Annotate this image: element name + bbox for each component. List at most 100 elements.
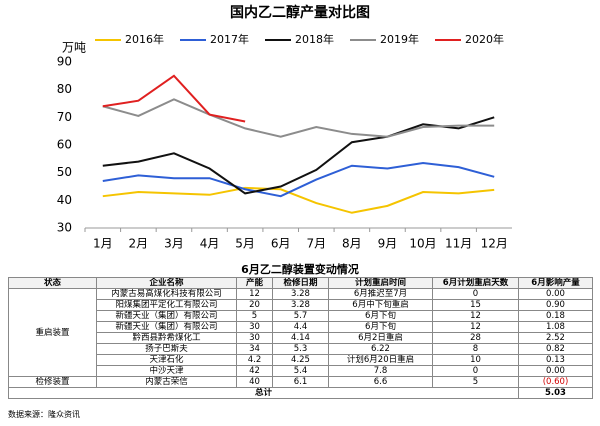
table-cell: 阳煤集团平定化工有限公司 [96,299,237,311]
column-header: 企业名称 [96,277,237,289]
table-cell: 5.7 [272,310,329,322]
table-row: 扬子巴斯夫 34 5.3 6.22 8 0.82 [9,343,593,355]
table-cell: 15 [432,299,519,311]
x-tick-label: 1月 [93,237,113,251]
source-note: 数据来源：隆众资讯 [8,410,80,419]
table-cell: 40 [236,376,273,388]
x-tick-label: 11月 [445,237,472,251]
x-tick-label: 10月 [409,237,436,251]
table: 状态 企业名称 产能 检修日期 计划重启时间 6月计划重启天数 6月影响产量 重启装置 内蒙古易… [8,277,593,399]
table-cell: 42 [236,365,273,377]
table-cell: 4.14 [272,332,329,344]
line-series [102,161,495,198]
table-cell: 0 [432,365,519,377]
table-cell: 6月2日重启 [328,332,433,344]
table-cell: 28 [432,332,519,344]
total-value: 5.03 [518,387,593,399]
table-cell: 新疆天业（集团）有限公司 [96,310,237,322]
table-cell: 30 [236,332,273,344]
table-row: 阳煤集团平定化工有限公司 20 3.28 6月中下旬重启 15 0.90 [9,299,593,311]
table-cell: 内蒙古易高煤化科技有限公司 [96,288,237,300]
x-tick-label: 4月 [200,237,220,251]
table-cell: 扬子巴斯夫 [96,343,237,355]
legend-label: 2017年 [210,32,249,46]
table-cell: 12 [432,310,519,322]
table-row: 中沙天津 42 5.4 7.8 0 0.00 [9,365,593,377]
column-header: 检修日期 [272,277,329,289]
table-cell: 6月下旬 [328,321,433,333]
table-cell: 12 [236,288,273,300]
column-header: 6月影响产量 [518,277,593,289]
y-tick-label: 40 [57,193,72,207]
table-cell: 中沙天津 [96,365,237,377]
table-cell: 5.3 [272,343,329,355]
y-tick-label: 80 [57,82,72,96]
legend-label: 2018年 [295,32,334,46]
table-cell: 12 [432,321,519,333]
x-tick-label: 8月 [342,237,362,251]
line-series [102,116,495,195]
table-row: 黔西县黔希煤化工 30 4.14 6月2日重启 28 2.52 [9,332,593,344]
table-cell: 内蒙古荣信 [96,376,237,388]
table-cell: 0.13 [518,354,593,366]
table-cell: 10 [432,354,519,366]
table-row: 新疆天业（集团）有限公司 5 5.7 6月下旬 12 0.18 [9,310,593,322]
column-header: 状态 [8,277,97,289]
table-cell: 6.6 [328,376,433,388]
x-tick-label: 5月 [235,237,255,251]
table-cell: 3.28 [272,299,329,311]
table-cell: 6月下旬 [328,310,433,322]
table-cell: 6月中下旬重启 [328,299,433,311]
table-cell: 4.2 [236,354,273,366]
table-cell: 30 [236,321,273,333]
table-cell: 0 [432,288,519,300]
status-cell: 检修装置 [8,376,97,388]
table-row: 重启装置 内蒙古易高煤化科技有限公司 12 3.28 6月推迟至7月 0 0.00 [8,288,593,377]
chart-title: 国内乙二醇产量对比图 [230,4,370,21]
x-tick-label: 2月 [129,237,149,251]
y-axis-label: 万吨 [62,41,86,55]
table-cell: 天津石化 [96,354,237,366]
table-row: 新疆天业（集团）有限公司 30 4.4 6月下旬 12 1.08 [9,321,593,333]
table-cell: 8 [432,343,519,355]
table-cell: 新疆天业（集团）有限公司 [96,321,237,333]
x-tick-label: 12月 [481,237,508,251]
table-row: 总计 5.03 [8,387,593,399]
y-tick-label: 60 [57,138,72,152]
line-series [102,74,246,123]
y-tick-label: 70 [57,110,72,124]
table-cell: 4.25 [272,354,329,366]
x-tick-label: 6月 [271,237,291,251]
table-cell: 6月推迟至7月 [328,288,433,300]
table-row: 状态 企业名称 产能 检修日期 计划重启时间 6月计划重启天数 6月影响产量 [8,277,593,289]
table-title: 6月乙二醇装置变动情况 [241,263,359,276]
status-cell: 重启装置 [8,288,97,377]
table-row: 天津石化 4.2 4.25 计划6月20日重启 10 0.13 [9,354,593,366]
x-tick-label: 3月 [164,237,184,251]
column-header: 计划重启时间 [328,277,433,289]
y-tick-label: 30 [57,221,72,235]
table-cell: 1.08 [518,321,593,333]
table-cell: 6.22 [328,343,433,355]
table-cell: 34 [236,343,273,355]
table-cell: 0.18 [518,310,593,322]
y-tick-label: 50 [57,165,72,179]
table-cell: 5.4 [272,365,329,377]
table-row: 检修装置 内蒙古荣信 40 6.1 6.6 5 (0.60) [8,376,593,388]
table-cell: 7.8 [328,365,433,377]
table-cell: 0.82 [518,343,593,355]
table-cell: 黔西县黔希煤化工 [96,332,237,344]
table-block: 6月乙二醇装置变动情况 状态 企业名称 产能 检修日期 计划重启时间 6月计划重启天数 6月… [8,262,593,399]
chart: 国内乙二醇产量对比图 万吨 30 40 50 60 70 80 90 1月 2月 3月 4月 5月 6月… [57,4,512,251]
table-cell: 2.52 [518,332,593,344]
table-cell: 5 [432,376,519,388]
y-tick-label: 90 [57,55,72,69]
line-series [102,186,495,214]
table-cell: (0.60) [518,376,593,388]
table-cell: 6.1 [272,376,329,388]
legend-label: 2020年 [465,32,504,46]
table-cell: 3.28 [272,288,329,300]
table-cell: 20 [236,299,273,311]
line-series [102,98,495,138]
table-cell: 4.4 [272,321,329,333]
